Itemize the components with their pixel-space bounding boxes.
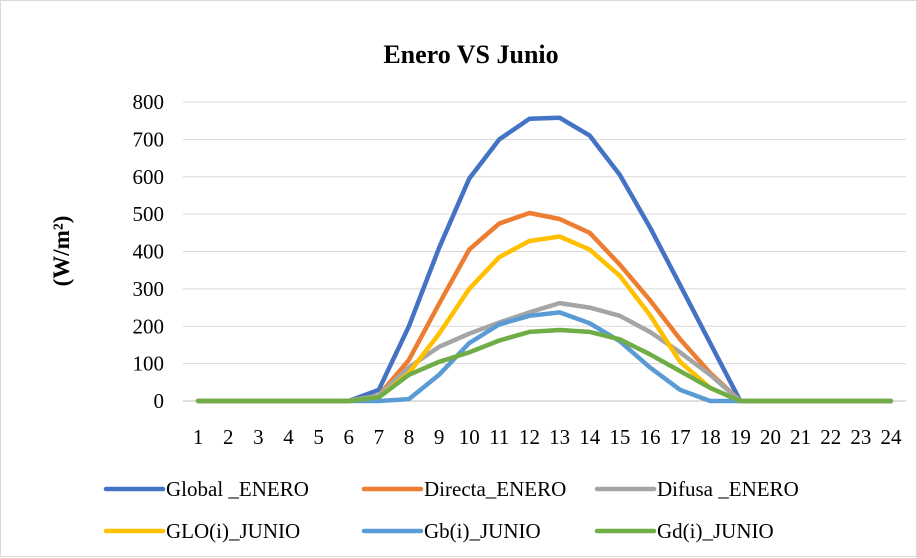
legend-label: Global _ENERO [166,477,309,501]
x-tick-label: 4 [283,425,294,449]
x-tick-label: 16 [639,425,660,449]
legend: Global _ENERO Directa_ENERO Difusa _ENERO G… [103,477,799,543]
x-tick-label: 17 [670,425,691,449]
gridlines [183,101,906,402]
x-tick-labels: 1 2 3 4 5 6 7 8 9 10 11 12 13 14 15 16 17 18 19 20 21 22 23 24 [193,425,902,449]
legend-label: Difusa _ENERO [657,477,799,501]
y-tick-label: 0 [154,389,165,413]
y-tick-label: 600 [133,165,165,189]
x-tick-label: 23 [850,425,871,449]
x-tick-label: 9 [434,425,445,449]
legend-label: Gb(i)_JUNIO [424,519,541,543]
x-tick-label: 8 [404,425,415,449]
x-tick-label: 2 [223,425,234,449]
x-tick-label: 12 [519,425,540,449]
y-tick-label: 200 [133,314,165,338]
chart-title: Enero VS Junio [383,40,558,69]
x-tick-label: 10 [459,425,480,449]
x-tick-label: 3 [253,425,264,449]
legend-label: Directa_ENERO [424,477,566,501]
y-tick-label: 300 [133,277,165,301]
x-tick-label: 7 [374,425,385,449]
y-tick-label: 100 [133,352,165,376]
y-tick-label: 500 [133,202,165,226]
y-tick-label: 400 [133,240,165,264]
x-tick-label: 22 [820,425,841,449]
x-tick-label: 20 [760,425,781,449]
x-tick-label: 6 [343,425,354,449]
series-line [195,310,894,404]
legend-label: Gd(i)_JUNIO [657,519,774,543]
y-tick-label: 700 [133,127,165,151]
legend-label: GLO(i)_JUNIO [166,519,300,543]
series-lines [195,115,894,404]
series-line [195,327,894,404]
series-line [195,115,894,404]
y-tick-label: 800 [133,90,165,114]
x-tick-label: 15 [609,425,630,449]
x-tick-label: 18 [700,425,721,449]
x-tick-label: 1 [193,425,204,449]
x-tick-label: 5 [313,425,324,449]
x-tick-label: 11 [489,425,509,449]
x-tick-label: 19 [730,425,751,449]
y-tick-labels: 0 100 200 300 400 500 600 700 800 [133,90,165,413]
series-line [195,234,894,404]
series-line [195,300,894,404]
x-tick-label: 14 [579,425,601,449]
x-tick-label: 24 [880,425,902,449]
x-tick-label: 13 [549,425,570,449]
x-tick-label: 21 [790,425,811,449]
y-axis-label: (W/m²) [49,216,74,287]
